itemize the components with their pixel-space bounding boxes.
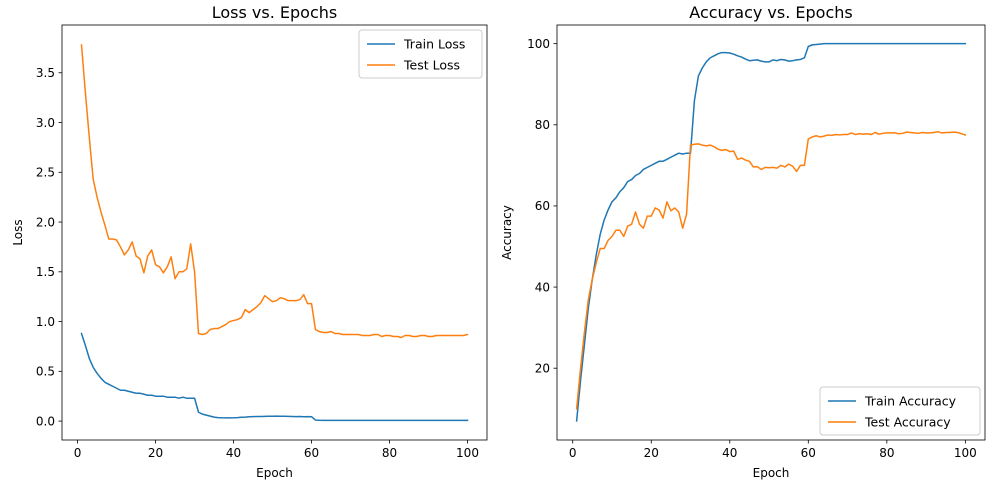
legend-entry-label: Train Loss bbox=[403, 37, 465, 52]
loss-chart-panel: 0 20 40 60 80 100 0.0 0.5 1.0 1.5 2.0 2.5 3.0 3.5 Loss… bbox=[11, 3, 488, 480]
legend: Train Accuracy Test Accuracy bbox=[819, 386, 981, 436]
y-tick-label: 2.5 bbox=[36, 166, 55, 180]
chart-title: Accuracy vs. Epochs bbox=[689, 3, 852, 22]
x-tick-label: 0 bbox=[569, 446, 577, 460]
x-tick-label: 80 bbox=[879, 446, 894, 460]
y-tick-label: 3.5 bbox=[36, 66, 55, 80]
x-tick-label: 100 bbox=[456, 446, 479, 460]
x-tick-label: 40 bbox=[722, 446, 737, 460]
legend-box bbox=[358, 29, 483, 79]
y-tick-label: 1.5 bbox=[36, 265, 55, 279]
y-tick-label: 1.0 bbox=[36, 315, 55, 329]
series-line-test-loss bbox=[80, 44, 469, 339]
y-tick-label: 2.0 bbox=[36, 215, 55, 229]
x-tick-label: 60 bbox=[801, 446, 816, 460]
y-tick-label: 40 bbox=[535, 280, 550, 294]
x-tick-label: 20 bbox=[644, 446, 659, 460]
x-tick-label: 80 bbox=[382, 446, 397, 460]
y-tick-label: 0.5 bbox=[36, 365, 55, 379]
accuracy-chart-panel: 0 20 40 60 80 100 20 40 60 80 100 Accuracy vs. Epoc… bbox=[500, 3, 986, 480]
y-tick-label: 0.0 bbox=[36, 414, 55, 428]
legend-box bbox=[819, 386, 981, 436]
axes-frame bbox=[556, 24, 986, 441]
y-tick-label: 60 bbox=[535, 199, 550, 213]
legend-entry-label: Train Accuracy bbox=[864, 394, 957, 409]
y-axis-label: Accuracy bbox=[500, 205, 514, 260]
series-line-test-accuracy bbox=[575, 130, 967, 410]
y-tick-label: 3.0 bbox=[36, 116, 55, 130]
legend: Train Loss Test Loss bbox=[358, 29, 483, 79]
x-tick-label: 20 bbox=[148, 446, 163, 460]
y-tick-label: 80 bbox=[535, 118, 550, 132]
x-tick-label: 0 bbox=[74, 446, 82, 460]
y-tick-label: 20 bbox=[535, 361, 550, 375]
legend-entry-label: Test Loss bbox=[403, 58, 460, 73]
x-axis-label: Epoch bbox=[256, 466, 293, 480]
series-line-train-accuracy bbox=[575, 42, 967, 422]
axes-frame bbox=[61, 24, 488, 441]
series-line-train-loss bbox=[80, 332, 469, 422]
legend-entry-label: Test Accuracy bbox=[864, 415, 951, 430]
y-tick-label: 100 bbox=[527, 37, 550, 51]
chart-title: Loss vs. Epochs bbox=[212, 3, 337, 22]
x-tick-label: 100 bbox=[954, 446, 977, 460]
x-axis-label: Epoch bbox=[753, 466, 790, 480]
x-tick-label: 60 bbox=[304, 446, 319, 460]
x-tick-label: 40 bbox=[226, 446, 241, 460]
y-axis-label: Loss bbox=[11, 219, 25, 245]
